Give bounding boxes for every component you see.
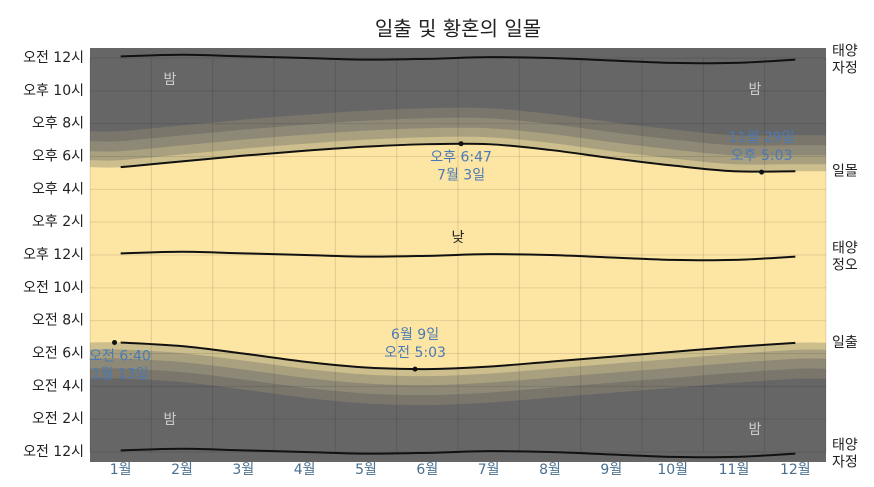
- x-tick-label: 1월: [110, 462, 132, 478]
- chart-title: 일출 및 황혼의 일몰: [375, 17, 541, 41]
- series-line: [120, 142, 796, 173]
- annotation-text: 6월 9일: [391, 327, 439, 343]
- annotation-text: 오전 5:03: [384, 345, 446, 361]
- series-label: 태양 정오: [832, 241, 858, 274]
- series-label: 일출: [832, 335, 858, 351]
- x-tick-label: 9월: [600, 462, 622, 478]
- annotation-text: 오후 6:47: [430, 150, 492, 166]
- y-tick-label: 오후 8시: [32, 116, 84, 132]
- y-tick-label: 오전 8시: [32, 313, 84, 329]
- y-tick-label: 오전 4시: [32, 378, 84, 394]
- y-tick-label: 오전 12시: [23, 444, 84, 460]
- annotation-text: 1월 13일: [92, 367, 149, 383]
- series-label: 태양 자정: [832, 438, 858, 471]
- day-area: [90, 143, 826, 370]
- night-label: 밤: [164, 412, 177, 428]
- series-label-line: 태양: [832, 241, 858, 257]
- series-label-line: 정오: [832, 258, 858, 274]
- y-tick-label: 오전 10시: [23, 280, 84, 296]
- y-tick-label: 오전 12시: [23, 50, 84, 66]
- y-tick-label: 오후 6시: [32, 149, 84, 165]
- night-label: 밤: [749, 82, 762, 98]
- x-tick-label: 8월: [539, 462, 561, 478]
- night-label: 밤: [749, 422, 762, 438]
- series-label: 일몰: [832, 163, 858, 179]
- series-label-line: 자정: [832, 455, 858, 471]
- y-tick-label: 오전 2시: [32, 411, 84, 427]
- annotation-text: 7월 3일: [437, 168, 485, 184]
- x-tick-label: 4월: [294, 462, 316, 478]
- night-label: 밤: [164, 72, 177, 88]
- annotation-point: [412, 366, 418, 372]
- x-tick-label: 11월: [719, 462, 750, 478]
- y-tick-label: 오후 12시: [23, 247, 84, 263]
- day-label: 낮: [452, 230, 465, 246]
- annotation-text: 11월 29일: [729, 130, 795, 146]
- series-line: [120, 250, 796, 262]
- y-tick-label: 오후 4시: [32, 181, 84, 197]
- x-tick-label: 7월: [478, 462, 500, 478]
- series-line: [120, 447, 796, 459]
- x-tick-label: 12월: [780, 462, 811, 478]
- series-label: 태양 자정: [832, 44, 858, 77]
- series-label-line: 태양: [832, 44, 858, 60]
- x-tick-label: 3월: [232, 462, 254, 478]
- x-tick-label: 5월: [355, 462, 377, 478]
- y-tick-label: 오후 10시: [23, 83, 84, 99]
- annotation-point: [759, 169, 765, 175]
- x-tick-label: 6월: [416, 462, 438, 478]
- series-label-line: 태양: [832, 438, 858, 454]
- series-line: [120, 53, 796, 65]
- annotation-text: 오전 6:40: [89, 349, 151, 365]
- annotation-point: [112, 340, 118, 346]
- x-tick-label: 10월: [657, 462, 688, 478]
- series-label-line: 자정: [832, 61, 858, 77]
- annotation-text: 오후 5:03: [731, 148, 793, 164]
- x-tick-label: 2월: [171, 462, 193, 478]
- annotation-point: [458, 141, 464, 147]
- y-tick-label: 오전 6시: [32, 346, 84, 362]
- y-tick-label: 오후 2시: [32, 214, 84, 230]
- series-line: [120, 341, 796, 371]
